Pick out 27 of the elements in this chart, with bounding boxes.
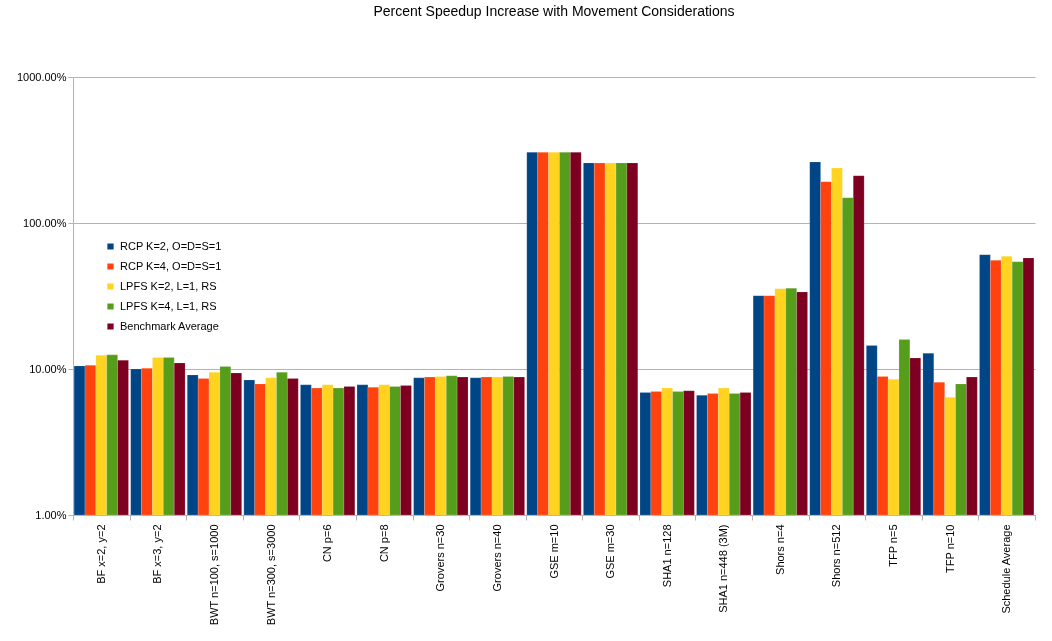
- x-tick-label: Grovers n=30: [434, 524, 447, 592]
- x-tick-label: SHA1 n=128: [660, 524, 673, 588]
- x-tick-label: BF x=3, y=2: [151, 524, 164, 584]
- x-tick-label: TFP n=10: [943, 524, 956, 573]
- chart-title: Percent Speedup Increase with Movement Considerations: [373, 3, 735, 19]
- x-tick-label: CN p=8: [377, 524, 390, 563]
- x-tick-label: GSE m=30: [604, 524, 617, 579]
- x-tick-label: BWT n=100, s=1000: [207, 524, 220, 626]
- x-tick-label: Grovers n=40: [490, 524, 503, 592]
- x-tick-label: Shors n=4: [773, 524, 786, 575]
- legend-label: RCP K=2, O=D=S=1: [120, 239, 222, 252]
- legend-label: LPFS K=4, L=1, RS: [120, 299, 217, 312]
- x-tick-label: CN p=6: [321, 524, 334, 563]
- legend-label: RCP K=4, O=D=S=1: [120, 259, 222, 272]
- y-tick-label: 10.00%: [29, 362, 67, 375]
- y-tick-label: 1.00%: [35, 508, 67, 521]
- x-tick-label: Shors n=512: [830, 524, 843, 588]
- x-tick-label: TFP n=5: [887, 524, 900, 567]
- x-tick-label: Schedule Average: [1000, 524, 1013, 614]
- legend-label: Benchmark Average: [120, 319, 219, 332]
- x-tick-label: BF x=2, y=2: [94, 524, 107, 584]
- legend-label: LPFS K=2, L=1, RS: [120, 279, 217, 292]
- x-tick-label: SHA1 n=448 (3M): [717, 524, 730, 613]
- x-tick-label: BWT n=300, s=3000: [264, 524, 277, 626]
- x-tick-label: GSE m=10: [547, 524, 560, 579]
- y-tick-label: 1000.00%: [16, 70, 67, 83]
- y-tick-label: 100.00%: [23, 216, 67, 229]
